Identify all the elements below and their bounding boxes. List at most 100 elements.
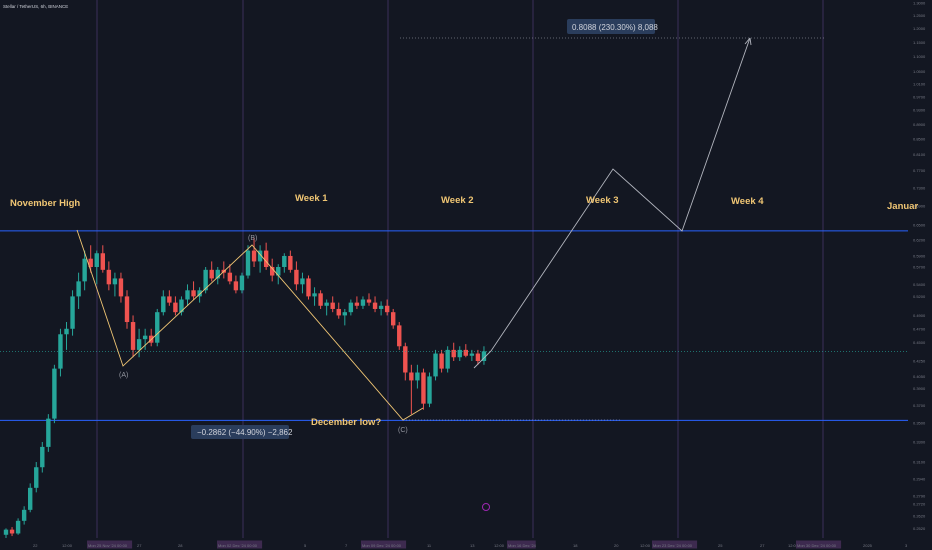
candle-body <box>282 255 287 268</box>
candles-layer: 0.4133 <box>0 237 932 539</box>
candle-body <box>342 312 347 316</box>
price-tick-label: 0.2620 <box>913 513 926 518</box>
candle <box>403 342 408 381</box>
candle-body <box>46 418 51 447</box>
candle <box>118 272 124 303</box>
drawing-overlay <box>76 37 825 421</box>
price-tick-label: 0.9700 <box>913 94 926 99</box>
measure-up-box[interactable] <box>567 19 655 34</box>
candle-body <box>378 305 384 309</box>
candle-body <box>118 278 124 297</box>
annotation-week-4: Week 4 <box>731 196 764 207</box>
candle <box>9 527 15 537</box>
candle-body <box>360 299 366 306</box>
wave-label-b: (B) <box>248 235 257 242</box>
price-tick-label: 0.2790 <box>913 493 926 498</box>
abc-wave-path[interactable] <box>76 229 424 421</box>
annotation-december-low: December low? <box>311 417 381 428</box>
candle-body <box>100 253 105 270</box>
candle-body <box>457 349 462 358</box>
candle <box>257 245 263 273</box>
candle-body <box>21 509 27 521</box>
candle <box>173 296 178 316</box>
candle <box>245 245 251 279</box>
candle-body <box>34 467 39 488</box>
candle <box>155 308 160 347</box>
price-axis-panel[interactable] <box>908 0 932 538</box>
candle <box>185 284 190 306</box>
symbol-header: Stellar / TetherUS, 6h, BINANCE <box>3 4 68 9</box>
candle <box>15 518 21 535</box>
price-tick-label: 0.5200 <box>913 294 926 299</box>
candle <box>227 264 233 285</box>
candle-body <box>312 293 317 297</box>
candle <box>167 290 172 306</box>
time-tick-label: Mon 09 Dec '24 00:00 <box>362 543 402 548</box>
time-tick-label: 11 <box>427 543 432 548</box>
candle-body <box>463 349 468 356</box>
candle-body <box>270 267 275 276</box>
candle-body <box>288 255 293 270</box>
candle <box>263 242 269 270</box>
time-week-highlight <box>87 540 133 549</box>
time-tick-label: 20 <box>614 543 619 548</box>
candle-body <box>451 349 456 358</box>
price-tick-label: 0.6900 <box>913 203 926 208</box>
candle <box>28 483 33 513</box>
candle <box>288 250 293 273</box>
candle <box>378 301 384 316</box>
candle <box>475 349 481 365</box>
candle-body <box>469 353 475 356</box>
measure-up-label: 0.8088 (230.30%) 8,088 <box>572 23 658 32</box>
projection-arrow-icon <box>744 37 752 46</box>
candle <box>342 308 347 326</box>
candle <box>161 290 166 316</box>
candle <box>276 264 281 285</box>
price-tick-label: 1.1500 <box>913 40 926 45</box>
candle <box>391 308 396 329</box>
candle-body <box>142 335 148 340</box>
price-tick-label: 0.5900 <box>913 253 926 258</box>
price-tick-label: 0.2720 <box>913 501 926 506</box>
candle <box>40 442 45 473</box>
candle <box>439 349 444 373</box>
candle-body <box>415 372 420 381</box>
candle <box>282 253 287 273</box>
candle-body <box>330 302 335 309</box>
time-tick-label: Mon 16 Dec '24 <box>508 543 537 548</box>
candle <box>142 328 148 350</box>
candle <box>463 344 468 358</box>
price-tick-label: 0.6500 <box>913 222 926 227</box>
candle-body <box>191 290 196 297</box>
candle-body <box>215 269 220 279</box>
candle <box>76 272 81 309</box>
candle-body <box>366 299 372 303</box>
price-tick-label: 0.6200 <box>913 238 926 243</box>
candle-body <box>112 278 118 285</box>
candle <box>409 364 414 415</box>
candle-body <box>15 520 21 534</box>
candle-body <box>3 529 9 535</box>
time-tick-label: 12:00 <box>640 543 651 548</box>
candle-body <box>167 296 172 303</box>
candle-body <box>136 339 142 350</box>
candle-body <box>227 272 233 282</box>
time-week-highlight <box>652 540 698 549</box>
candle-body <box>239 275 245 291</box>
candle-body <box>263 250 269 268</box>
event-marker-icon[interactable] <box>482 503 490 511</box>
candle-body <box>40 446 45 468</box>
candle <box>348 299 354 316</box>
candle-body <box>124 296 130 323</box>
price-tick-label: 0.3300 <box>913 440 926 445</box>
candle-body <box>384 305 390 313</box>
candle-body <box>130 322 136 350</box>
measure-down-box[interactable] <box>191 425 289 439</box>
time-tick-label: 18 <box>573 543 578 548</box>
projection-path[interactable] <box>473 37 751 369</box>
time-axis[interactable]: 22 12:00 Mon 25 Nov '24 00:00 27 28 Mon 02 De… <box>33 540 908 549</box>
time-tick-label: 12:00 <box>62 543 73 548</box>
candle <box>457 346 462 361</box>
